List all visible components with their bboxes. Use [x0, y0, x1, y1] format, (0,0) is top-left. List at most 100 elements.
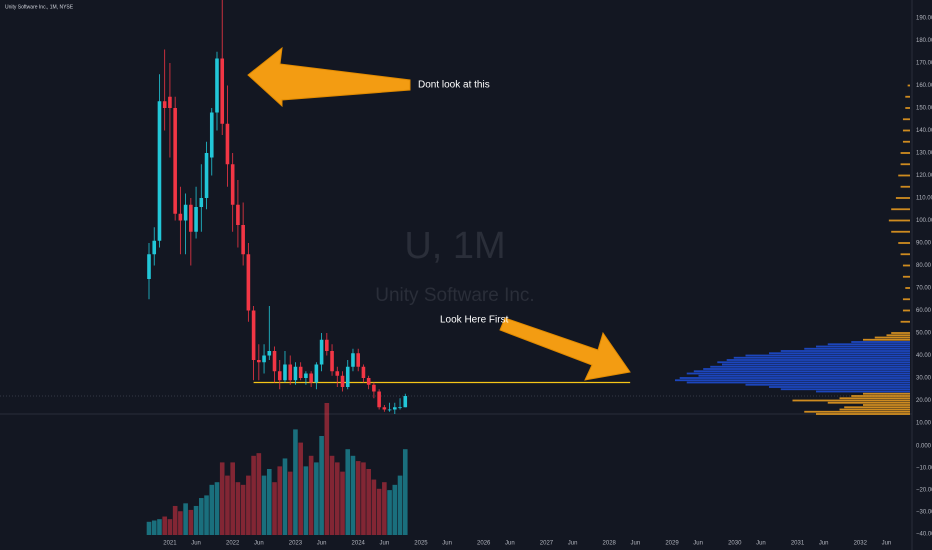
x-tick-label: Jun [882, 541, 892, 547]
candle-body [241, 225, 245, 255]
volume-bar [361, 462, 366, 535]
volume-profile-row [886, 334, 910, 337]
candle-body [387, 409, 392, 411]
candle-body [173, 108, 177, 214]
x-tick-label: 2032 [854, 541, 868, 547]
y-tick-label: 60.00 [916, 308, 932, 314]
y-tick-label: 30.00 [916, 376, 932, 382]
candle-body [361, 366, 366, 378]
y-tick-label: 120.00 [916, 173, 932, 179]
volume-profile-row [804, 347, 910, 350]
volume-profile-row [902, 118, 910, 121]
volume-bar [172, 505, 178, 535]
candle-body [398, 407, 402, 409]
x-tick-label: 2029 [665, 541, 679, 547]
candle-body [293, 366, 298, 381]
candle-body [194, 207, 198, 232]
volume-profile-row [900, 152, 910, 154]
volume-bar [219, 462, 225, 535]
volume-profile-row [726, 359, 910, 361]
candle-body [377, 391, 381, 408]
y-tick-label: 90.00 [916, 241, 932, 247]
volume-profile-row [902, 298, 910, 301]
volume-profile-row [900, 320, 910, 323]
volume-bar [204, 495, 209, 535]
volume-bar [314, 462, 319, 535]
candle-body [189, 204, 193, 232]
volume-bar [355, 461, 361, 535]
y-tick-label: 40.00 [916, 353, 932, 359]
volume-bar [214, 482, 220, 535]
y-tick-label: 170.00 [916, 61, 932, 67]
volume-bar [287, 471, 293, 535]
volume-profile-row [693, 370, 910, 373]
candle-body [340, 375, 345, 387]
volume-bar [340, 471, 345, 535]
volume-bar [298, 442, 303, 535]
candle-body [267, 351, 272, 356]
x-tick-label: 2028 [603, 541, 617, 547]
x-tick-label: 2027 [540, 541, 554, 547]
volume-profile-row [816, 390, 910, 393]
volume-bar [329, 455, 335, 535]
volume-profile-row [902, 264, 910, 267]
volume-profile-row [722, 363, 910, 366]
candle-body [314, 364, 319, 383]
volume-bar [230, 462, 235, 535]
y-tick-label: 150.00 [916, 106, 932, 112]
volume-profile-row [745, 354, 910, 357]
sub-y-tick-label: 0.000 [916, 444, 932, 450]
volume-profile-row [844, 406, 910, 409]
y-tick-label: 50.00 [916, 331, 932, 337]
candle-body [330, 351, 334, 372]
candle-body [225, 123, 230, 165]
volume-profile-row [874, 336, 910, 339]
x-tick-label: Jun [505, 541, 515, 547]
volume-profile-row [891, 208, 910, 211]
watermark: U, 1M [404, 225, 505, 267]
volume-bar [246, 475, 251, 535]
candle-body [356, 353, 360, 367]
candle-body [168, 96, 172, 108]
y-tick-label: 130.00 [916, 151, 932, 157]
y-tick-label: 140.00 [916, 128, 932, 134]
volume-profile-row [907, 84, 910, 87]
volume-bar [277, 466, 283, 535]
candle-body [277, 371, 282, 381]
volume-profile-row [905, 107, 910, 109]
x-tick-label: 2030 [728, 541, 742, 547]
volume-bar [293, 429, 298, 535]
x-tick-label: Jun [380, 541, 390, 547]
y-tick-label: 100.00 [916, 218, 932, 224]
volume-profile-row [686, 381, 910, 384]
arrow-right [499, 317, 631, 381]
volume-profile-row [703, 368, 910, 370]
x-tick-label: 2022 [226, 541, 240, 547]
x-tick-label: Jun [693, 541, 703, 547]
volume-profile-row [827, 343, 910, 346]
candle-body [366, 378, 371, 385]
candle-body [403, 396, 408, 408]
volume-bar [366, 469, 371, 535]
sub-y-tick-label: −40.000 [916, 532, 932, 538]
volume-profile-row [898, 242, 910, 244]
volume-bar [387, 490, 392, 535]
volume-bar [193, 505, 199, 535]
volume-bar [303, 466, 309, 535]
x-tick-label: Jun [442, 541, 452, 547]
volume-profile-row [902, 275, 910, 278]
candle-body [257, 360, 261, 363]
volume-profile-row [900, 253, 910, 256]
watermark-subtitle: Unity Software Inc. [375, 285, 534, 306]
candle-body [393, 407, 397, 410]
volume-bar [402, 449, 408, 535]
volume-profile-row [792, 399, 910, 402]
candle-body [147, 254, 151, 279]
volume-profile-row [905, 287, 910, 289]
volume-bar [397, 475, 403, 535]
candle-body [215, 58, 219, 113]
candle-body [319, 339, 324, 365]
volume-bar [209, 484, 215, 535]
volume-profile-row [902, 309, 910, 312]
